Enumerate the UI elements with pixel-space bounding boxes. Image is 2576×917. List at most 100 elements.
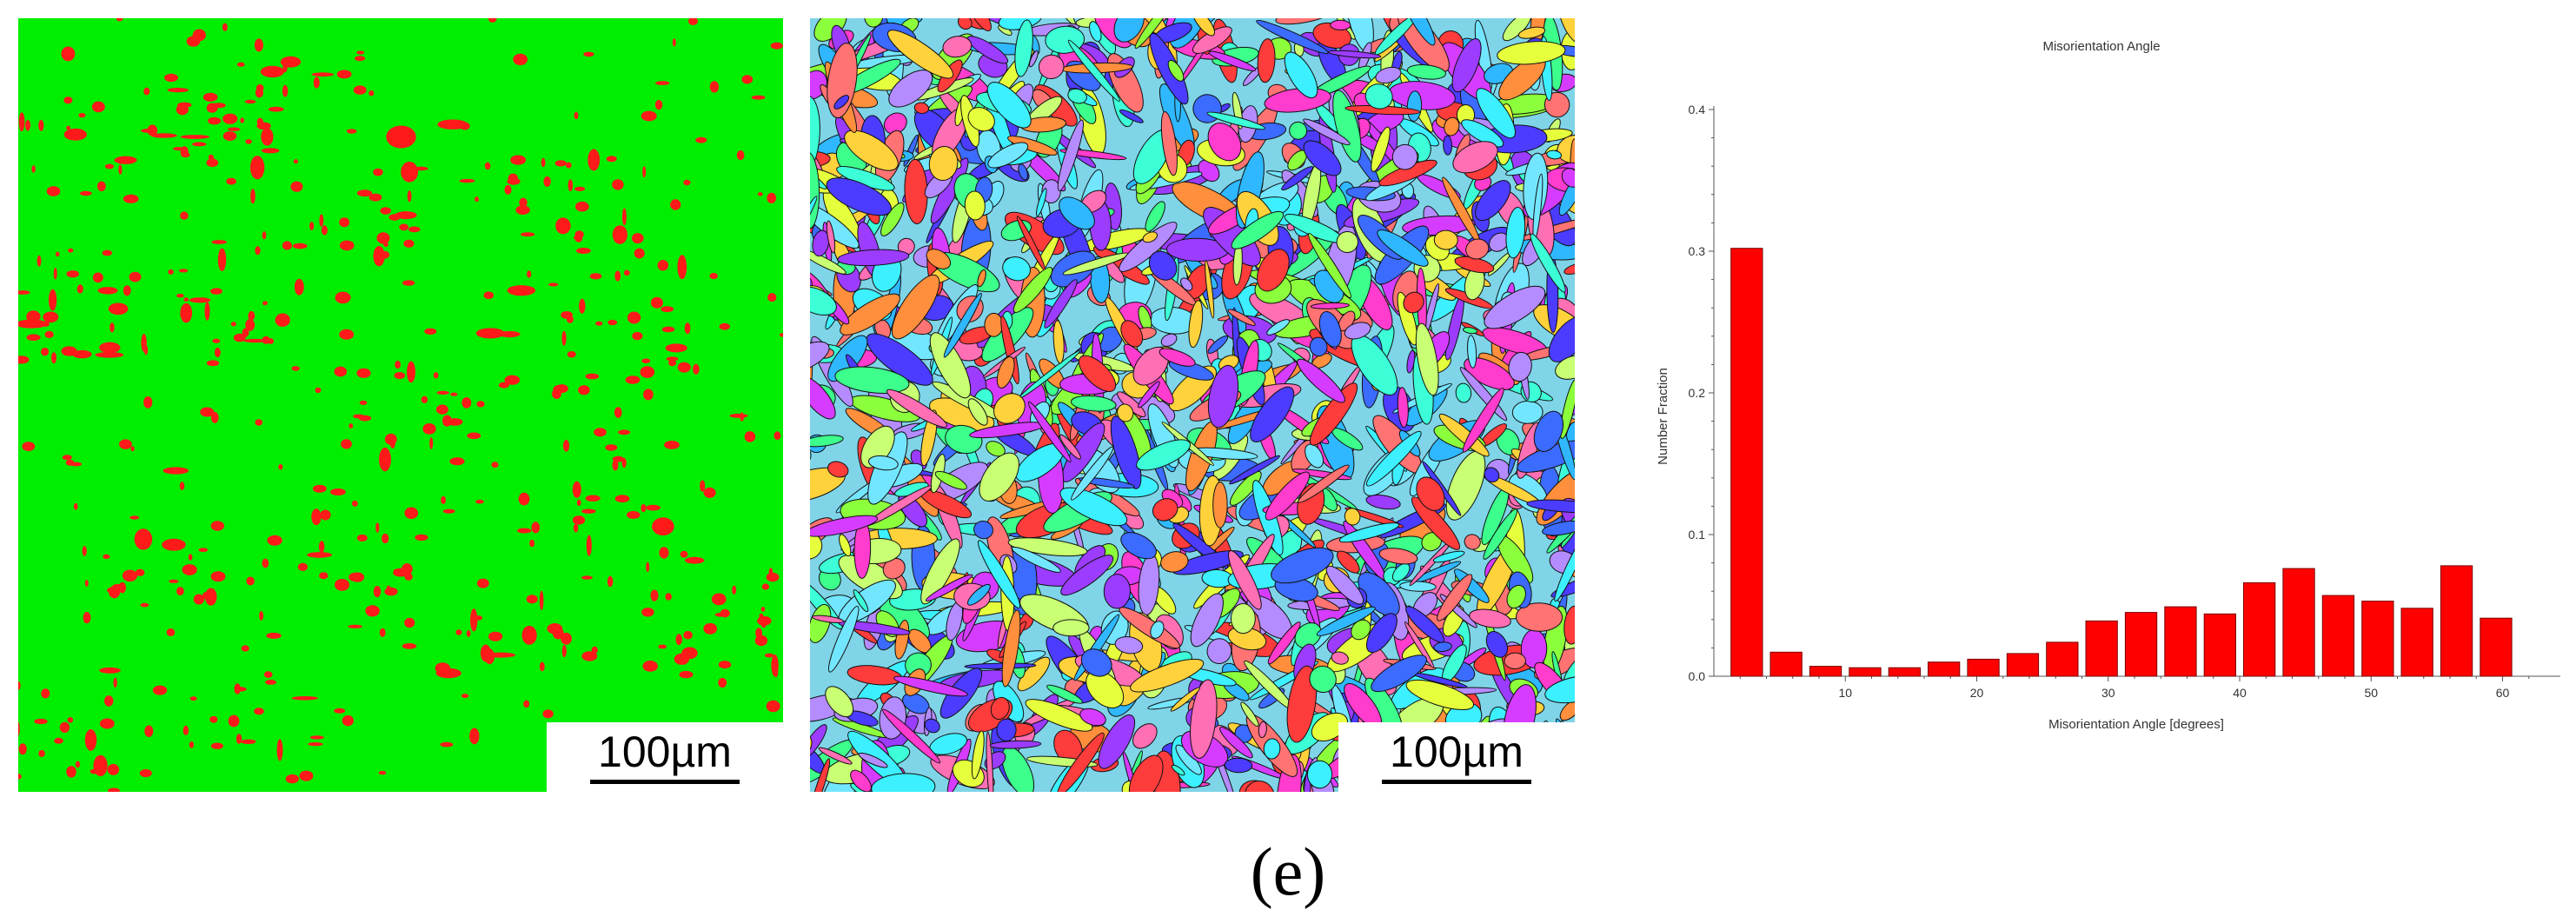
phase-particle	[198, 548, 209, 552]
phase-particle	[581, 651, 598, 661]
grain	[1557, 18, 1575, 45]
grain	[967, 18, 992, 32]
phase-particle	[476, 578, 489, 588]
grain	[1263, 738, 1281, 760]
phase-particle	[18, 112, 25, 132]
grain	[966, 583, 991, 606]
phase-particle	[261, 128, 274, 146]
grain	[1257, 38, 1276, 83]
phase-particle	[641, 110, 657, 122]
grain	[1530, 233, 1566, 293]
grain	[1159, 348, 1196, 367]
bar	[2164, 606, 2197, 677]
grain	[1365, 613, 1398, 654]
grain	[1052, 320, 1065, 364]
phase-particle	[168, 269, 174, 275]
phase-particle	[249, 156, 265, 180]
phase-particle	[245, 319, 256, 331]
grain	[812, 615, 845, 623]
grain	[942, 36, 973, 58]
phase-particle	[467, 432, 481, 440]
phase-particle	[293, 159, 298, 164]
phase-particle	[373, 168, 383, 176]
grain	[1437, 574, 1473, 621]
phase-particle	[211, 240, 227, 244]
phase-particle	[335, 291, 351, 304]
phase-particle	[122, 569, 137, 582]
grain	[1358, 572, 1400, 617]
grain	[1516, 602, 1563, 632]
x-tick-label: 60	[2496, 686, 2510, 700]
y-tick-label: 0.3	[1689, 244, 1706, 258]
grain	[1454, 568, 1490, 603]
phase-particle	[246, 576, 255, 586]
phase-particle	[498, 382, 509, 389]
grain	[810, 249, 846, 275]
phase-particle	[22, 442, 36, 451]
grain	[1444, 116, 1460, 136]
phase-particle	[241, 645, 249, 652]
phase-particle	[573, 236, 581, 240]
phase-particle	[44, 330, 54, 338]
phase-particle	[189, 297, 211, 303]
grain	[853, 589, 869, 613]
phase-particle	[108, 302, 129, 316]
phase-particle	[311, 508, 322, 526]
phase-particle	[507, 177, 521, 185]
grain	[1344, 508, 1361, 526]
phase-particle	[627, 311, 641, 324]
grain	[1120, 532, 1157, 560]
phase-particle	[108, 787, 120, 792]
phase-particle	[395, 211, 417, 220]
phase-particle	[315, 387, 322, 394]
grain	[1275, 18, 1332, 25]
grain	[1305, 443, 1325, 468]
phase-particle	[415, 534, 428, 542]
phase-particle	[91, 101, 105, 113]
grain	[924, 718, 940, 734]
phase-particle	[572, 481, 581, 498]
phase-particle	[130, 446, 135, 452]
phase-particle	[507, 285, 535, 296]
phase-particle	[299, 770, 314, 781]
grain	[1310, 302, 1350, 309]
phase-particle	[59, 721, 70, 734]
grain	[1266, 319, 1290, 336]
phase-particle	[215, 347, 221, 358]
phase-particle	[356, 368, 371, 378]
phase-particle	[256, 122, 271, 130]
phase-particle	[703, 487, 716, 498]
phase-particle	[523, 700, 530, 708]
grain	[1303, 118, 1351, 146]
grain	[827, 461, 849, 478]
phase-particle	[285, 774, 299, 784]
phase-particle	[736, 150, 745, 161]
phase-particle	[244, 99, 256, 104]
phase-particle	[99, 718, 115, 729]
phase-particle	[681, 647, 698, 660]
x-tick-label: 20	[1970, 686, 1984, 700]
phase-particle	[382, 533, 389, 544]
phase-particle	[761, 583, 770, 590]
phase-particle	[183, 297, 189, 302]
grain	[1067, 39, 1120, 102]
phase-particle	[222, 131, 237, 141]
bar	[2361, 601, 2394, 677]
grain	[1365, 430, 1422, 487]
phase-particle	[222, 23, 228, 31]
phase-particle	[595, 321, 603, 326]
phase-map-particles	[18, 18, 783, 792]
phase-particle	[527, 270, 532, 278]
phase-particle	[358, 415, 372, 422]
phase-particle	[260, 65, 284, 78]
orientation-map: 100µm	[810, 18, 1575, 792]
phase-particle	[66, 766, 76, 778]
grain	[1180, 277, 1193, 291]
phase-particle	[561, 645, 567, 658]
grain	[1114, 635, 1144, 655]
phase-particle	[526, 595, 538, 604]
grain	[866, 333, 933, 386]
grain	[1080, 648, 1112, 677]
grain	[1271, 547, 1334, 584]
grain	[1338, 522, 1400, 543]
